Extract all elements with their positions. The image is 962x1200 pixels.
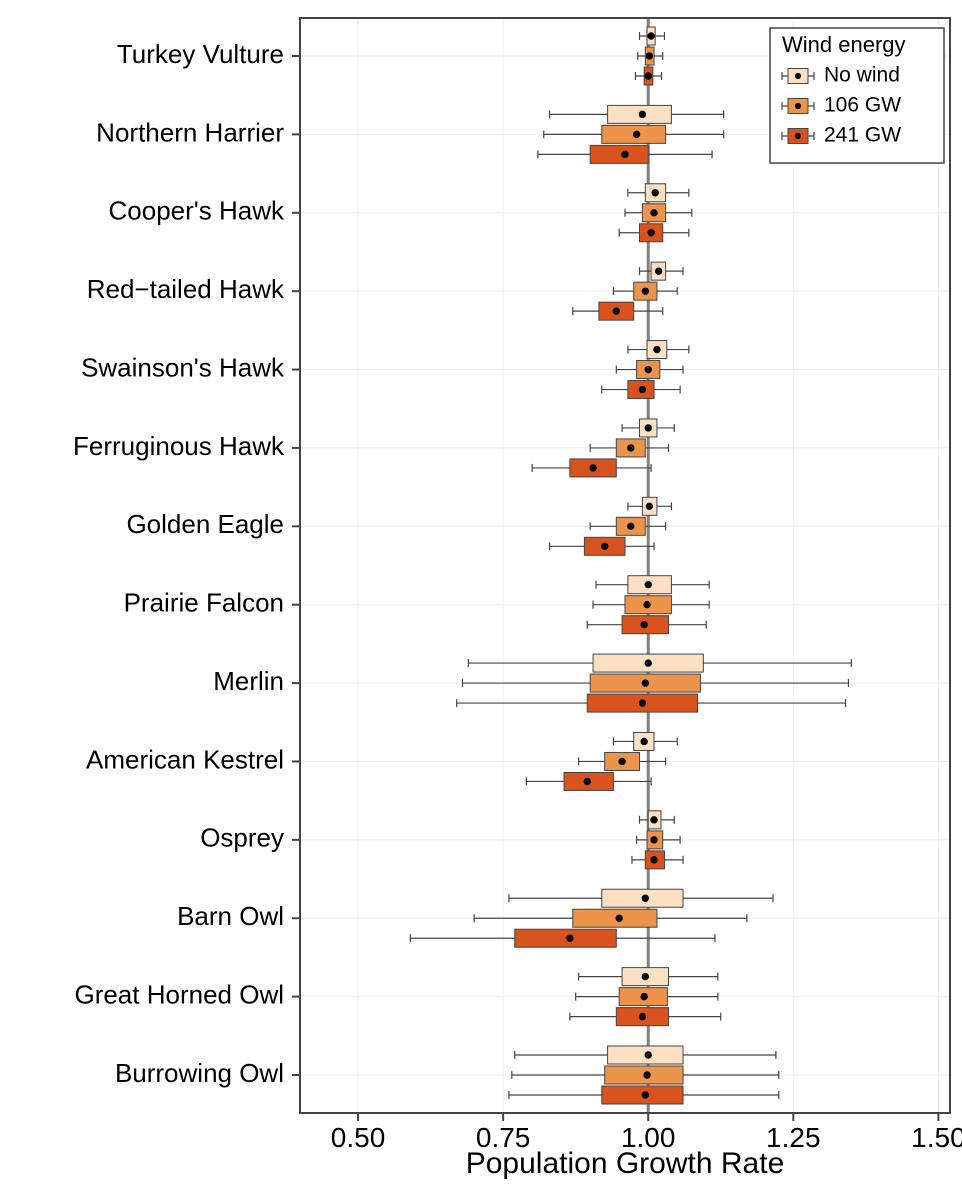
y-tick-label: Great Horned Owl (74, 979, 284, 1009)
y-tick-label: American Kestrel (86, 744, 284, 774)
y-tick-label: Ferruginous Hawk (73, 431, 285, 461)
legend: Wind energy No wind 106 GW 241 GW (770, 28, 944, 163)
y-tick-label: Northern Harrier (96, 117, 284, 147)
y-tick-label: Burrowing Owl (115, 1058, 284, 1088)
legend-item-label: No wind (824, 64, 900, 87)
y-tick-label: Cooper's Hawk (109, 196, 285, 226)
y-tick-label: Merlin (213, 666, 284, 696)
legend-item-label: 241 GW (824, 124, 901, 147)
y-tick-label: Turkey Vulture (117, 39, 284, 69)
chart-svg: Turkey Vulture Northern Harrier Cooper's H… (0, 0, 962, 1200)
y-tick-label: Red−tailed Hawk (87, 274, 285, 304)
plot-panel (300, 18, 950, 1113)
legend-item-label: 106 GW (824, 94, 901, 117)
y-tick-label: Barn Owl (177, 901, 284, 931)
legend-title: Wind energy (782, 32, 906, 57)
y-tick-label: Swainson's Hawk (81, 352, 285, 382)
x-tick-label: 1.50 (911, 1122, 962, 1153)
x-axis-label: Population Growth Rate (466, 1147, 785, 1180)
x-tick-label: 0.50 (331, 1122, 386, 1153)
y-tick-label: Prairie Falcon (124, 588, 284, 618)
y-tick-label: Golden Eagle (126, 509, 284, 539)
chart-container: Turkey Vulture Northern Harrier Cooper's H… (0, 0, 962, 1200)
y-tick-label: Osprey (200, 823, 284, 853)
